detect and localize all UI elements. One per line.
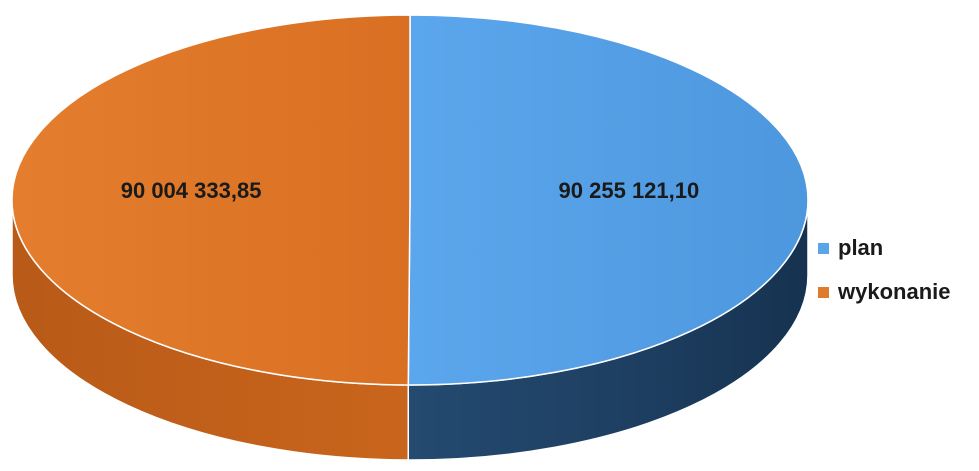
legend-label-wykonanie: wykonanie [838,279,951,304]
slice-top-wykonanie [11,14,411,386]
legend-label-plan: plan [838,235,884,260]
legend-item-wykonanie: wykonanie [818,270,950,314]
legend-item-plan: plan [818,226,950,270]
data-label-plan: 90 255 121,10 [559,178,700,203]
data-label-wykonanie: 90 004 333,85 [121,178,262,203]
slice-top-plan [407,14,809,386]
legend-swatch-plan [818,242,829,254]
legend: plan wykonanie [818,226,950,314]
legend-swatch-wykonanie [818,286,829,298]
